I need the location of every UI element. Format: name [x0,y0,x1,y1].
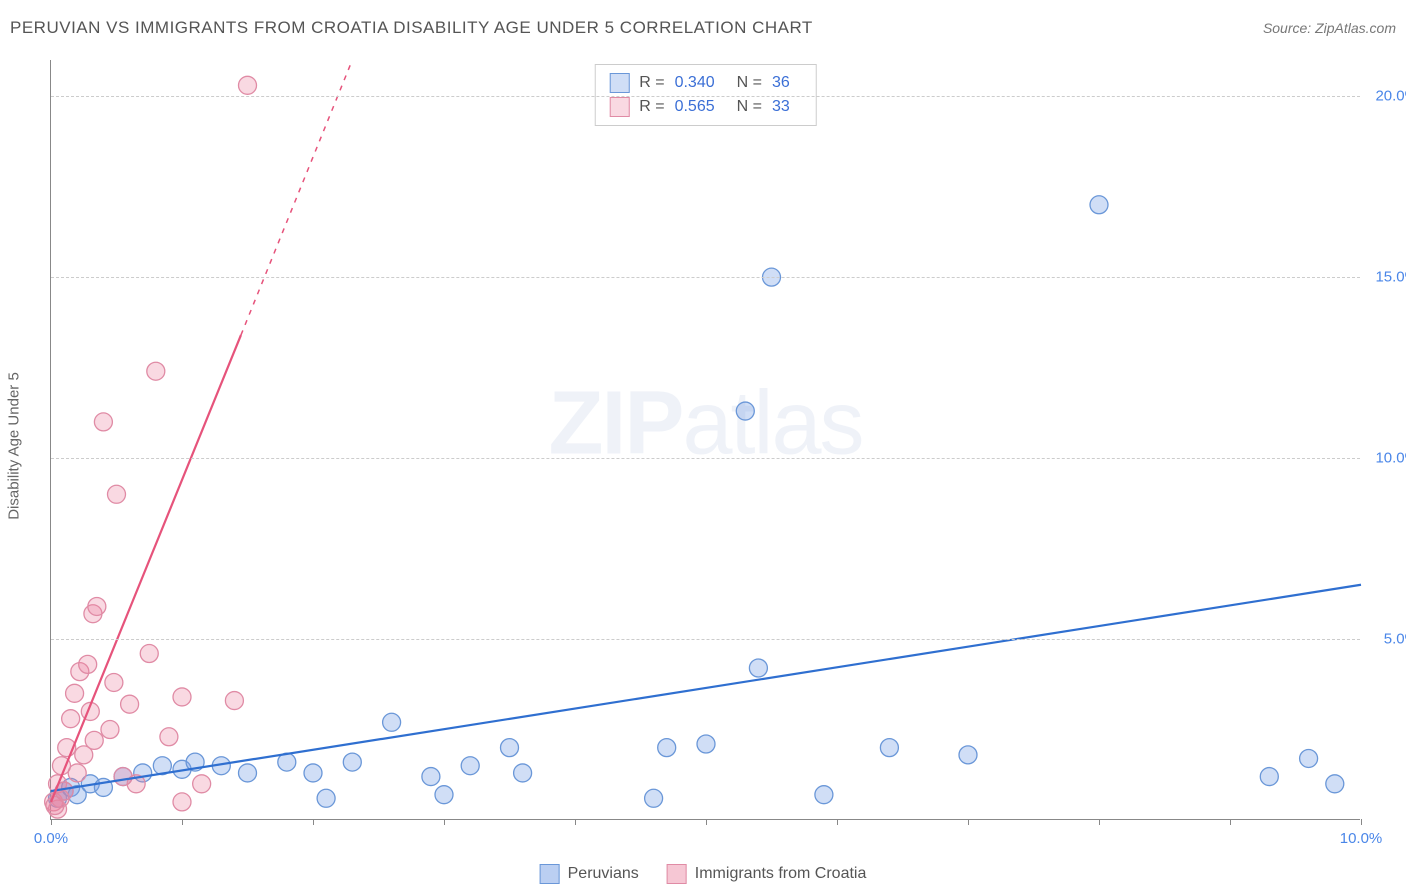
legend-r-value: 0.565 [675,98,715,116]
x-tick [837,819,838,825]
data-point [658,739,676,757]
data-point [645,789,663,807]
trend-line-dash [241,60,352,335]
data-point [461,757,479,775]
legend-item: Peruvians [540,864,639,884]
data-point [108,485,126,503]
data-point [422,768,440,786]
data-point [304,764,322,782]
x-tick [1099,819,1100,825]
data-point [317,789,335,807]
data-point [160,728,178,746]
legend-label: Immigrants from Croatia [695,865,867,883]
x-tick [706,819,707,825]
data-point [1090,196,1108,214]
x-tick [313,819,314,825]
gridline-h [51,639,1360,640]
data-point [46,797,64,815]
data-point [79,655,97,673]
data-point [105,673,123,691]
legend-r-value: 0.340 [675,74,715,92]
data-point [736,402,754,420]
y-tick-label: 15.0% [1368,269,1406,286]
chart-source: Source: ZipAtlas.com [1263,20,1396,36]
data-point [94,413,112,431]
legend-r-label: R = [639,74,664,92]
data-point [88,597,106,615]
legend-row: R = 0.340 N = 36 [609,71,802,95]
x-tick-label: 0.0% [34,830,68,847]
data-point [435,786,453,804]
trend-line [51,585,1361,791]
x-tick [575,819,576,825]
x-tick [1230,819,1231,825]
data-point [749,659,767,677]
y-tick-label: 20.0% [1368,88,1406,105]
x-tick [444,819,445,825]
trend-line [51,335,241,802]
y-tick-label: 5.0% [1368,631,1406,648]
data-point [193,775,211,793]
data-point [225,692,243,710]
legend-swatch [540,864,560,884]
legend-r-label: R = [639,98,664,116]
legend-n-label: N = [737,98,762,116]
gridline-h [51,96,1360,97]
data-point [173,688,191,706]
data-point [501,739,519,757]
data-point [66,684,84,702]
data-point [140,645,158,663]
data-point [697,735,715,753]
legend-label: Peruvians [568,865,639,883]
legend-n-value: 36 [772,74,790,92]
chart-title: PERUVIAN VS IMMIGRANTS FROM CROATIA DISA… [10,18,813,38]
legend-swatch [667,864,687,884]
data-point [383,713,401,731]
plot-area: ZIPatlas R =0.340N =36R =0.565N =33 5.0%… [50,60,1360,820]
data-point [68,764,86,782]
data-point [514,764,532,782]
data-point [62,710,80,728]
data-point [1260,768,1278,786]
gridline-h [51,277,1360,278]
data-point [85,731,103,749]
legend-n-label: N = [737,74,762,92]
legend-swatch [609,97,629,117]
data-point [239,76,257,94]
data-point [815,786,833,804]
gridline-h [51,458,1360,459]
data-point [343,753,361,771]
data-point [121,695,139,713]
legend-swatch [609,73,629,93]
legend-row: R = 0.565 N = 33 [609,95,802,119]
data-point [101,721,119,739]
data-point [880,739,898,757]
x-tick [51,819,52,825]
legend-n-value: 33 [772,98,790,116]
data-point [959,746,977,764]
legend-item: Immigrants from Croatia [667,864,867,884]
data-point [1326,775,1344,793]
data-point [1300,749,1318,767]
correlation-legend: R = 0.340 N = 36 R = 0.565 N = 33 [594,64,817,126]
y-axis-label: Disability Age Under 5 [6,372,23,520]
data-point [147,362,165,380]
x-tick [1361,819,1362,825]
y-tick-label: 10.0% [1368,450,1406,467]
chart-header: PERUVIAN VS IMMIGRANTS FROM CROATIA DISA… [10,18,1396,38]
x-tick [968,819,969,825]
data-point [173,793,191,811]
x-tick [182,819,183,825]
chart-svg [51,60,1360,819]
series-legend: Peruvians Immigrants from Croatia [540,864,867,884]
x-tick-label: 10.0% [1340,830,1383,847]
data-point [239,764,257,782]
